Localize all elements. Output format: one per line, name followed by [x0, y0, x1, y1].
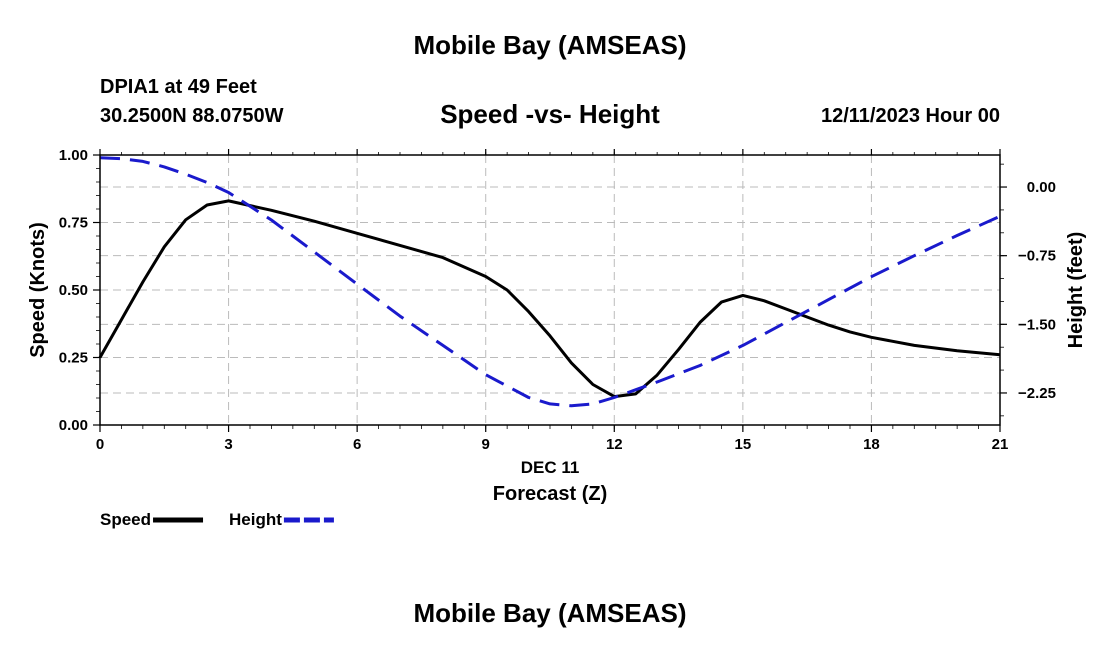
y2-tick-label: −1.50 — [1018, 316, 1056, 333]
series-line-speed — [98, 199, 1001, 399]
legend-label-speed: Speed — [100, 510, 151, 529]
y2-axis-title: Height (feet) — [1065, 232, 1087, 349]
y-tick-label: 0.25 — [59, 350, 88, 367]
x-tick-label: 3 — [224, 436, 232, 453]
coordinates-label: 30.2500N 88.0750W — [100, 105, 284, 127]
y-tick-label: 1.00 — [59, 147, 88, 164]
x-tick-label: 9 — [482, 436, 490, 453]
legend-label-height: Height — [229, 510, 282, 529]
y-axis-title: Speed (Knots) — [27, 222, 49, 358]
x-tick-label: 12 — [606, 436, 623, 453]
y2-tick-label: −0.75 — [1018, 248, 1056, 265]
chart-main-title: Mobile Bay (AMSEAS) — [413, 30, 687, 60]
x-tick-label: 6 — [353, 436, 361, 453]
y-tick-label: 0.75 — [59, 215, 88, 232]
y-tick-label: 0.50 — [59, 282, 88, 299]
x-tick-label: 18 — [863, 436, 880, 453]
x-tick-label: 15 — [735, 436, 752, 453]
y2-tick-label: −2.25 — [1018, 385, 1056, 402]
chart-subtitle: Speed -vs- Height — [440, 99, 660, 129]
x-tick-label: 0 — [96, 436, 104, 453]
x-tick-label: 21 — [992, 436, 1009, 453]
forecast-date: 12/11/2023 Hour 00 — [820, 105, 1000, 127]
station-label: DPIA1 at 49 Feet — [100, 76, 257, 98]
x-axis-title: Forecast (Z) — [493, 483, 607, 505]
series-line-height — [99, 156, 1001, 408]
y2-tick-label: 0.00 — [1027, 179, 1056, 196]
chart-footer-title: Mobile Bay (AMSEAS) — [413, 598, 687, 628]
y-tick-label: 0.00 — [59, 417, 88, 434]
x-axis-sublabel: DEC 11 — [521, 458, 580, 477]
